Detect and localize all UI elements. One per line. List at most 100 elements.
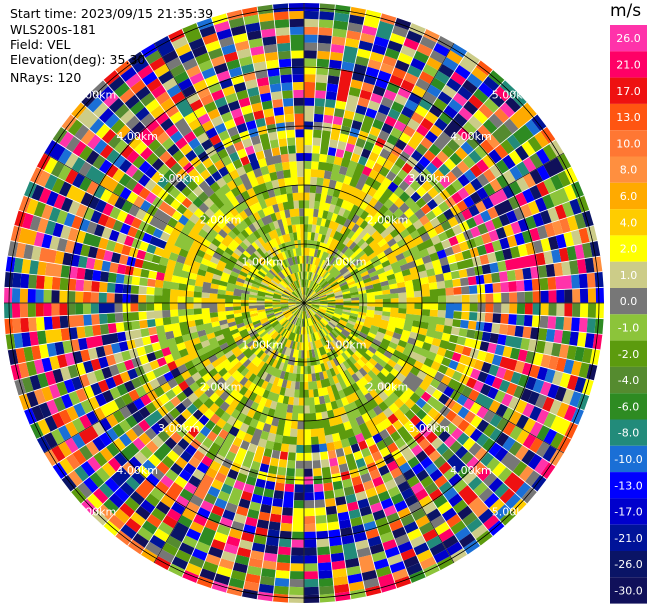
colorbar-unit: m/s [610,1,642,21]
ray-gap [29,363,168,426]
ring-label: 5.00km [492,88,534,101]
colorbar-label: -30.0 [614,584,642,597]
colorbar-label: 2.0 [620,243,638,256]
ring-label: 1.00km [241,255,283,268]
ray-gap [425,390,547,480]
ray-gap [256,6,281,155]
ray-gap [334,449,367,597]
colorbar-cell [610,209,647,236]
colorbar-cell [610,340,647,367]
ray-gap [36,166,171,236]
ring-label: 3.00km [158,422,200,435]
colorbar-label: -13.0 [614,479,642,492]
ring-label: 3.00km [408,422,450,435]
ray-gap [18,348,162,397]
ray-gap [311,3,321,154]
ray-gap [371,35,441,170]
colorbar-cell [610,77,647,104]
ray-gap [385,428,468,555]
ray-gap [140,428,223,555]
ray-gap [36,370,171,440]
ray-gap [415,403,528,505]
ray-gap [452,255,601,280]
ray-gap [443,195,585,250]
ray-gap [287,3,297,154]
colorbar-label: -4.0 [618,374,639,387]
ray-gap [114,69,210,187]
ray-gap [357,442,412,584]
ray-gap [23,195,165,250]
colorbar-cell [610,130,647,157]
ray-gap [448,341,594,382]
ray-gap [327,451,352,600]
ray-gap [391,60,481,182]
colorbar-label: -10.0 [614,453,642,466]
colorbar-label: -8.0 [618,427,639,440]
ray-gap [210,445,259,589]
colorbar-cell [610,235,647,262]
range-rings [4,3,604,603]
ray-gap [443,356,585,411]
colorbar-label: -6.0 [618,400,639,413]
colorbar-cell [610,551,647,578]
ray-gap [272,452,289,602]
ray-gap [420,397,538,493]
ring-label: 3.00km [158,172,200,185]
ray-gap [342,13,383,159]
ray-gap [391,424,481,546]
ray-gap [5,318,155,335]
velocity-bins-11 [43,14,575,603]
colorbar-cell [610,524,647,551]
ray-gap [349,17,398,161]
ray-gap [448,224,594,265]
velocity-bins-7 [21,37,579,578]
ray-gap [10,333,158,366]
colorbar-label: -1.0 [618,321,639,334]
range-ring-labels: 1.00km 1.00km 1.00km 1.00km 2.00km 2.00km 2.00… [75,88,534,518]
ray-gap [181,28,244,167]
ray-gap [415,101,528,203]
ray-gap [349,445,398,589]
ray-gap [446,348,590,397]
ray-gap [4,310,155,320]
ray-gap [225,447,266,593]
ray-gap [409,408,517,516]
start-time-text: Start time: 2023/09/15 21:35:39 [10,6,214,21]
ray-gap [446,209,590,258]
ray-gap [450,240,598,273]
elevation-text: Elevation(deg): 35.30 [10,52,146,67]
ray-gap [364,439,427,578]
colorbar-label: 13.0 [616,111,641,124]
colorbar-label: -2.0 [618,348,639,361]
ray-gap [7,326,156,351]
colorbar-label: 26.0 [616,32,641,45]
ray-gap [70,113,188,209]
ray-gap [18,209,162,258]
ray-gap [61,126,183,216]
colorbar-label: 4.0 [620,216,638,229]
colorbar-cell [610,419,647,446]
ray-gap [409,90,517,198]
ray-gap [14,224,160,265]
ray-gap [437,370,572,440]
ring-label: 2.00km [367,380,409,393]
ring-label: 4.00km [450,130,492,143]
field-text: Field: VEL [10,37,71,52]
ray-gap [91,90,199,198]
colorbar-cell [610,577,647,604]
colorbar-cell [610,156,647,183]
ray-gap [385,51,468,178]
ray-gap [80,403,193,505]
ray-gap [127,60,217,182]
colorbar-cell [610,288,647,315]
ray-gap [52,139,179,222]
azimuth-line [153,43,455,563]
colorbar-label: -26.0 [614,558,642,571]
ring-label: 2.00km [200,214,242,227]
ray-gap [398,419,494,537]
ray-gap [453,318,603,335]
colorbar-label: 6.0 [620,190,638,203]
ray-gap [181,439,244,578]
ray-gap [311,452,321,603]
ray-gap [334,9,367,157]
